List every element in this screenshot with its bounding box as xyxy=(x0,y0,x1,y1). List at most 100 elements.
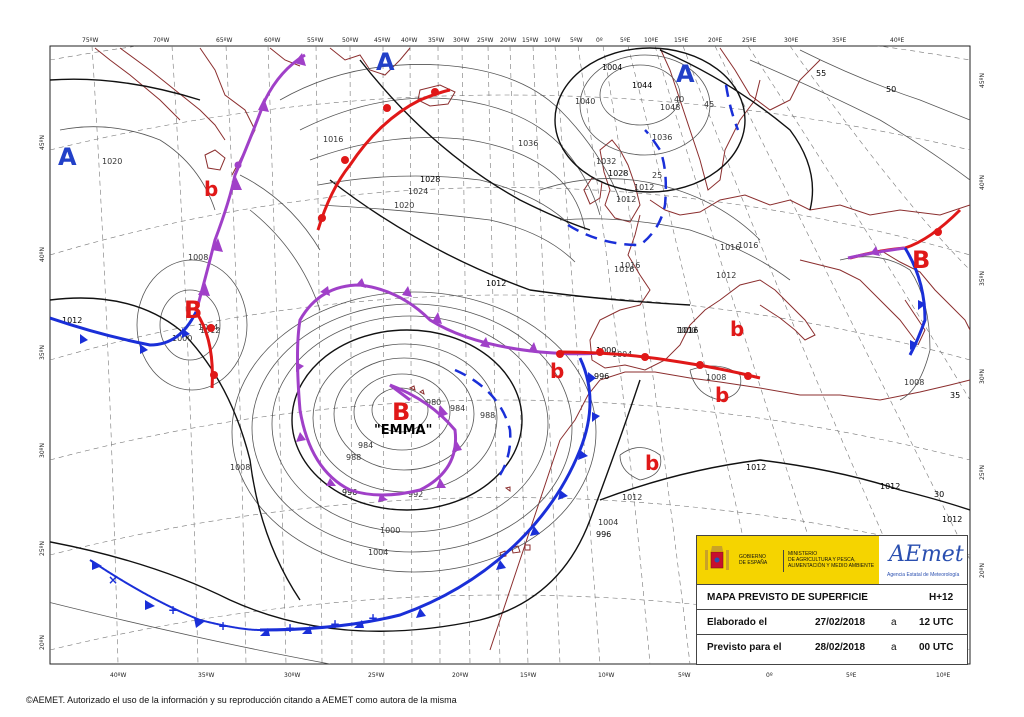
svg-text:35: 35 xyxy=(950,391,960,400)
svg-text:996: 996 xyxy=(596,530,611,539)
made-time: 12 UTC xyxy=(919,617,954,628)
svg-text:25ºE: 25ºE xyxy=(742,37,756,44)
small-low-label: b xyxy=(204,177,218,201)
frontolysis-line: × + + + + + xyxy=(89,559,378,635)
svg-text:20ºW: 20ºW xyxy=(452,672,468,679)
svg-text:5ºE: 5ºE xyxy=(846,672,857,679)
storm-name-label: "EMMA" xyxy=(374,423,432,438)
svg-text:15ºW: 15ºW xyxy=(520,672,536,679)
svg-text:35ºN: 35ºN xyxy=(39,345,46,360)
svg-text:980: 980 xyxy=(426,398,441,407)
map-legend: GOBIERNO DE ESPAÑA MINISTERIO DE AGRICUL… xyxy=(696,535,968,665)
svg-text:10ºW: 10ºW xyxy=(544,37,560,44)
svg-text:55: 55 xyxy=(816,69,826,78)
svg-text:30: 30 xyxy=(934,490,944,499)
svg-text:984: 984 xyxy=(358,441,373,450)
svg-text:1048: 1048 xyxy=(660,103,680,112)
svg-text:35ºN: 35ºN xyxy=(979,271,986,286)
svg-text:20ºE: 20ºE xyxy=(708,37,722,44)
svg-text:1028: 1028 xyxy=(608,169,628,178)
svg-text:30ºN: 30ºN xyxy=(979,369,986,384)
made-date: 27/02/2018 xyxy=(815,617,866,628)
svg-text:15ºW: 15ºW xyxy=(522,37,538,44)
svg-text:1032: 1032 xyxy=(596,157,616,166)
coastlines xyxy=(94,47,970,651)
svg-text:25: 25 xyxy=(652,171,662,180)
svg-text:45ºW: 45ºW xyxy=(374,37,390,44)
svg-text:20ºN: 20ºN xyxy=(39,635,46,650)
high-center-label: A xyxy=(676,60,695,88)
high-center-label: A xyxy=(58,143,77,171)
svg-text:35ºW: 35ºW xyxy=(428,37,444,44)
right-latitude-ticks: 45ºN 40ºN 35ºN 30ºN 25ºN 20ºN xyxy=(979,73,986,578)
low-center-label: B xyxy=(184,296,202,324)
svg-text:1012: 1012 xyxy=(634,183,654,192)
svg-text:70ºW: 70ºW xyxy=(153,37,169,44)
svg-text:45: 45 xyxy=(704,100,714,109)
svg-text:30ºN: 30ºN xyxy=(39,443,46,458)
valid-label: Previsto para el xyxy=(707,642,782,653)
svg-text:10ºE: 10ºE xyxy=(936,672,950,679)
svg-text:996: 996 xyxy=(594,372,609,381)
occluded-front-labrador xyxy=(194,53,306,313)
svg-text:5ºW: 5ºW xyxy=(678,672,691,679)
small-low-label: b xyxy=(645,451,659,475)
svg-text:25ºW: 25ºW xyxy=(477,37,493,44)
small-low-label: b xyxy=(730,317,744,341)
low-center-label: B xyxy=(912,246,930,274)
svg-text:1000: 1000 xyxy=(380,526,400,535)
small-low-label: b xyxy=(715,383,729,407)
warm-front-iberia xyxy=(556,348,761,380)
svg-text:25ºW: 25ºW xyxy=(368,672,384,679)
aemet-logo: AEmet Agencia Estatal de Meteorología xyxy=(881,538,965,582)
map-frame xyxy=(49,45,971,665)
forecast-step: H+12 xyxy=(929,592,954,603)
svg-text:+: + xyxy=(330,617,340,631)
bottom-longitude-ticks: 40ºW 35ºW 30ºW 25ºW 20ºW 15ºW 10ºW 5ºW 0… xyxy=(110,672,950,679)
divider xyxy=(783,550,784,572)
svg-text:1012: 1012 xyxy=(622,493,642,502)
warm-front-western xyxy=(194,311,218,389)
svg-text:65ºW: 65ºW xyxy=(216,37,232,44)
divider xyxy=(697,634,967,635)
isobar-labels: 1020 1016 1036 1032 1040 1044 1048 1036 … xyxy=(62,63,962,557)
svg-text:10ºW: 10ºW xyxy=(598,672,614,679)
svg-text:75ºW: 75ºW xyxy=(82,37,98,44)
svg-text:40ºW: 40ºW xyxy=(401,37,417,44)
warm-front-north-atlantic xyxy=(316,88,451,231)
svg-text:1008: 1008 xyxy=(230,463,250,472)
valid-time: 00 UTC xyxy=(919,642,954,653)
svg-text:1016: 1016 xyxy=(620,261,640,270)
logo-band: GOBIERNO DE ESPAÑA MINISTERIO DE AGRICUL… xyxy=(697,536,967,585)
svg-text:1004: 1004 xyxy=(368,548,388,557)
svg-text:+: + xyxy=(218,619,228,633)
svg-text:35ºE: 35ºE xyxy=(832,37,846,44)
at-label: a xyxy=(891,617,897,628)
svg-text:30ºW: 30ºW xyxy=(453,37,469,44)
svg-text:1020: 1020 xyxy=(394,201,414,210)
svg-text:1012: 1012 xyxy=(746,463,766,472)
svg-text:1028: 1028 xyxy=(420,175,440,184)
svg-text:25ºN: 25ºN xyxy=(979,465,986,480)
isobars xyxy=(50,47,970,664)
copyright-footer: ©AEMET. Autorizado el uso de la informac… xyxy=(26,695,457,705)
svg-text:+: + xyxy=(285,621,295,635)
trough-lines xyxy=(454,84,740,476)
svg-text:1000: 1000 xyxy=(676,326,696,335)
svg-text:992: 992 xyxy=(408,490,423,499)
svg-text:1016: 1016 xyxy=(720,243,740,252)
svg-text:1012: 1012 xyxy=(942,515,962,524)
svg-text:40: 40 xyxy=(674,95,684,104)
svg-text:40ºN: 40ºN xyxy=(979,175,986,190)
valid-date: 28/02/2018 xyxy=(815,642,866,653)
svg-text:×: × xyxy=(108,573,118,587)
svg-text:1012: 1012 xyxy=(486,279,506,288)
svg-text:50ºW: 50ºW xyxy=(342,37,358,44)
svg-text:1012: 1012 xyxy=(880,482,900,491)
svg-text:30ºE: 30ºE xyxy=(784,37,798,44)
made-label: Elaborado el xyxy=(707,617,768,628)
svg-text:1016: 1016 xyxy=(614,265,634,274)
svg-text:1016: 1016 xyxy=(738,241,758,250)
divider xyxy=(697,609,967,610)
svg-text:45ºN: 45ºN xyxy=(979,73,986,88)
